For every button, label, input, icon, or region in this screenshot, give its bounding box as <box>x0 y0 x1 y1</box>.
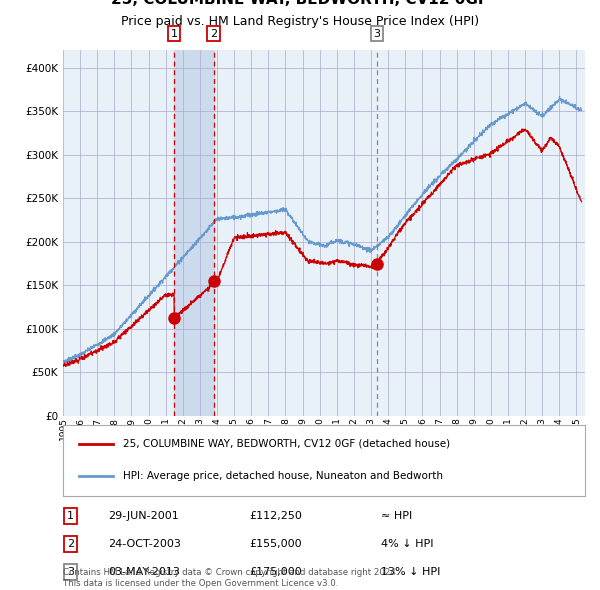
Text: 3: 3 <box>373 29 380 39</box>
Text: ≈ HPI: ≈ HPI <box>381 512 412 521</box>
Text: 2: 2 <box>210 29 217 39</box>
Text: 25, COLUMBINE WAY, BEDWORTH, CV12 0GF: 25, COLUMBINE WAY, BEDWORTH, CV12 0GF <box>112 0 488 8</box>
Text: 4% ↓ HPI: 4% ↓ HPI <box>381 539 433 549</box>
Text: 24-OCT-2003: 24-OCT-2003 <box>108 539 181 549</box>
Bar <box>174 50 214 416</box>
Text: 1: 1 <box>67 512 74 521</box>
Text: Contains HM Land Registry data © Crown copyright and database right 2024.: Contains HM Land Registry data © Crown c… <box>63 568 398 577</box>
Text: Price paid vs. HM Land Registry's House Price Index (HPI): Price paid vs. HM Land Registry's House … <box>121 15 479 28</box>
Text: £155,000: £155,000 <box>249 539 302 549</box>
Text: 13% ↓ HPI: 13% ↓ HPI <box>381 567 440 576</box>
Text: £175,000: £175,000 <box>249 567 302 576</box>
Text: £112,250: £112,250 <box>249 512 302 521</box>
Text: 03-MAY-2013: 03-MAY-2013 <box>108 567 180 576</box>
Text: HPI: Average price, detached house, Nuneaton and Bedworth: HPI: Average price, detached house, Nune… <box>123 471 443 481</box>
Text: 1: 1 <box>170 29 178 39</box>
Text: 29-JUN-2001: 29-JUN-2001 <box>108 512 179 521</box>
Text: 2: 2 <box>67 539 74 549</box>
Text: 25, COLUMBINE WAY, BEDWORTH, CV12 0GF (detached house): 25, COLUMBINE WAY, BEDWORTH, CV12 0GF (d… <box>123 439 450 449</box>
Text: 3: 3 <box>67 567 74 576</box>
Text: This data is licensed under the Open Government Licence v3.0.: This data is licensed under the Open Gov… <box>63 579 338 588</box>
